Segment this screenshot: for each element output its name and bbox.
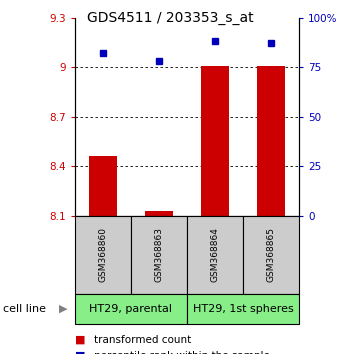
- Bar: [89, 156, 117, 216]
- Bar: [75, 216, 131, 294]
- Text: GSM368865: GSM368865: [267, 227, 276, 282]
- Text: HT29, parental: HT29, parental: [89, 304, 172, 314]
- Text: GSM368864: GSM368864: [210, 227, 220, 282]
- Text: HT29, 1st spheres: HT29, 1st spheres: [193, 304, 293, 314]
- Bar: [75, 294, 187, 324]
- Text: ■: ■: [75, 351, 85, 354]
- Text: ■: ■: [75, 335, 85, 345]
- Text: GSM368863: GSM368863: [154, 227, 164, 282]
- Bar: [187, 294, 299, 324]
- Text: ▶: ▶: [58, 304, 67, 314]
- Text: GSM368860: GSM368860: [98, 227, 107, 282]
- Bar: [201, 65, 229, 216]
- Text: GDS4511 / 203353_s_at: GDS4511 / 203353_s_at: [87, 11, 253, 25]
- Text: transformed count: transformed count: [94, 335, 191, 345]
- Bar: [257, 65, 285, 216]
- Bar: [243, 216, 299, 294]
- Bar: [187, 216, 243, 294]
- Text: percentile rank within the sample: percentile rank within the sample: [94, 351, 269, 354]
- Text: cell line: cell line: [3, 304, 46, 314]
- Bar: [131, 216, 187, 294]
- Bar: [145, 211, 173, 216]
